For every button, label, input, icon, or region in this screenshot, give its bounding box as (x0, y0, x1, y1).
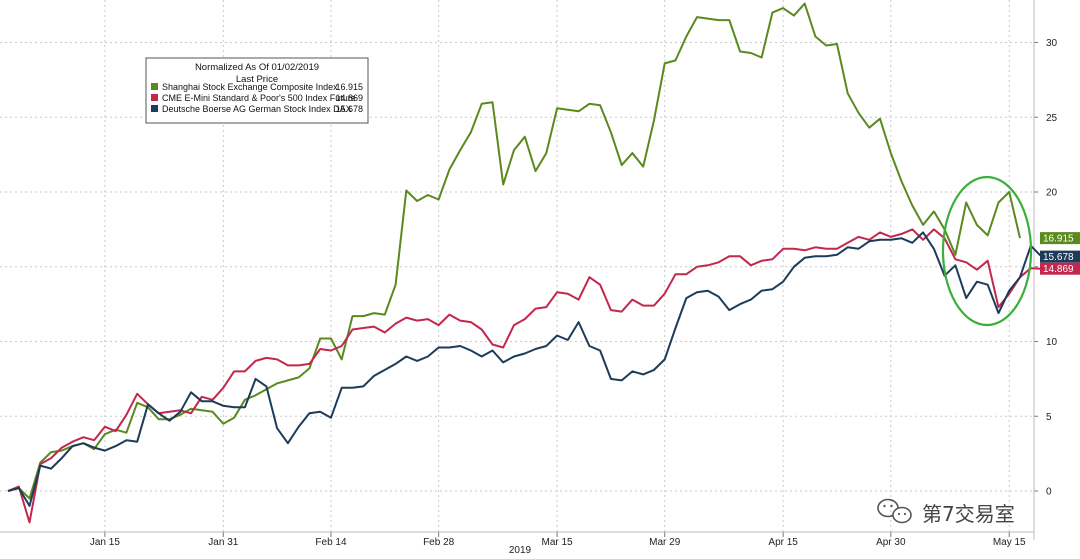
y-tick-label: 5 (1046, 412, 1052, 423)
last-price-label: 15.678 (1043, 252, 1074, 263)
x-axis-title: 2019 (509, 545, 532, 556)
legend-entries: Shanghai Stock Exchange Composite Index1… (151, 82, 363, 114)
x-tick-label: Mar 29 (649, 537, 681, 548)
x-tick-label: Jan 15 (90, 537, 120, 548)
x-tick-label: Jan 31 (208, 537, 238, 548)
x-tick-label: Feb 14 (315, 537, 347, 548)
x-tick-label: May 15 (993, 537, 1026, 548)
wechat-icon (877, 498, 912, 524)
grid (0, 0, 1034, 532)
legend-box (145, 57, 369, 124)
y-tick-label: 25 (1046, 113, 1058, 124)
legend-swatch (151, 94, 158, 101)
y-tick-label: 20 (1046, 188, 1058, 199)
legend-last-price: 16.915 (335, 82, 363, 92)
series-line-0 (7, 2, 1021, 500)
x-tick-label: Apr 30 (876, 537, 906, 548)
y-tick-label: 0 (1046, 487, 1052, 498)
legend-swatch (151, 105, 158, 112)
y-tick-label: 30 (1046, 38, 1058, 49)
legend-title-line-2: Last Price (236, 74, 278, 85)
legend: Normalized As Of 01/02/2019 Last Price S… (145, 57, 369, 124)
last-price-label: 14.869 (1043, 264, 1074, 275)
legend-title-line-1: Normalized As Of 01/02/2019 (195, 62, 319, 73)
legend-series-name: Deutsche Boerse AG German Stock Index DA… (162, 104, 352, 114)
x-tick-label: Apr 15 (768, 537, 798, 548)
legend-last-price: 15.678 (335, 104, 363, 114)
last-price-flag (1040, 232, 1080, 245)
y-tick-label: 10 (1046, 337, 1058, 348)
highlight-ellipse (941, 175, 1033, 327)
watermark: 第7交易室 (877, 498, 1015, 526)
legend-last-price: 14.869 (335, 93, 363, 103)
x-tick-label: Mar 15 (542, 537, 574, 548)
x-tick-label: Feb 28 (423, 537, 455, 548)
legend-series-name: CME E-Mini Standard & Poor's 500 Index F… (162, 93, 356, 103)
last-price-flag (1040, 250, 1080, 263)
legend-series-name: Shanghai Stock Exchange Composite Index (162, 82, 338, 92)
series-lines (7, 2, 1043, 524)
series-line-2 (7, 231, 1043, 507)
last-price-flag (1040, 262, 1080, 275)
last-price-label: 16.915 (1043, 234, 1074, 245)
legend-swatch (151, 83, 158, 90)
x-axis-ticks: Jan 15 Jan 31 Feb 14 Feb 28 Mar 15 Mar 29 Apr … (90, 532, 1026, 548)
series-line-1 (7, 228, 1042, 524)
watermark-text: 第7交易室 (922, 502, 1015, 526)
